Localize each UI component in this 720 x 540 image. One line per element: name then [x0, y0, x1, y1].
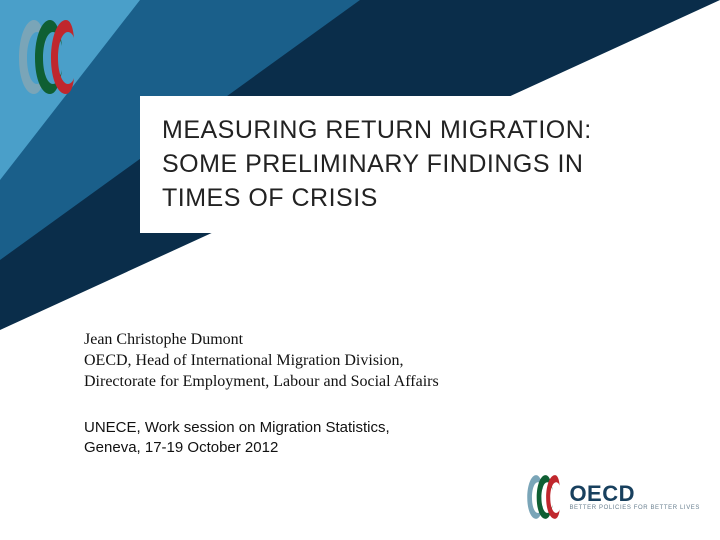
slide: MEASURING RETURN MIGRATION: SOME PRELIMI… [0, 0, 720, 540]
title-line-3: TIMES OF CRISIS [162, 182, 678, 216]
oecd-tagline: BETTER POLICIES FOR BETTER LIVES [569, 505, 700, 511]
oecd-logo-text: OECD BETTER POLICIES FOR BETTER LIVES [569, 483, 700, 511]
title-line-1: MEASURING RETURN MIGRATION: [162, 114, 678, 148]
author-affiliation-2: Directorate for Employment, Labour and S… [84, 372, 644, 393]
event-line-2: Geneva, 17-19 October 2012 [84, 438, 644, 458]
oecd-chevron-icon [14, 18, 74, 96]
title-box: MEASURING RETURN MIGRATION: SOME PRELIMI… [140, 96, 700, 233]
title-line-2: SOME PRELIMINARY FINDINGS IN [162, 148, 678, 182]
author-block: Jean Christophe Dumont OECD, Head of Int… [84, 330, 644, 392]
event-line-1: UNECE, Work session on Migration Statist… [84, 418, 644, 438]
oecd-footer-logo: OECD BETTER POLICIES FOR BETTER LIVES [523, 474, 700, 520]
event-block: UNECE, Work session on Migration Statist… [84, 418, 644, 459]
oecd-wordmark: OECD [569, 483, 700, 505]
author-name: Jean Christophe Dumont [84, 330, 644, 351]
author-affiliation-1: OECD, Head of International Migration Di… [84, 351, 644, 372]
oecd-chevron-icon [523, 474, 561, 520]
